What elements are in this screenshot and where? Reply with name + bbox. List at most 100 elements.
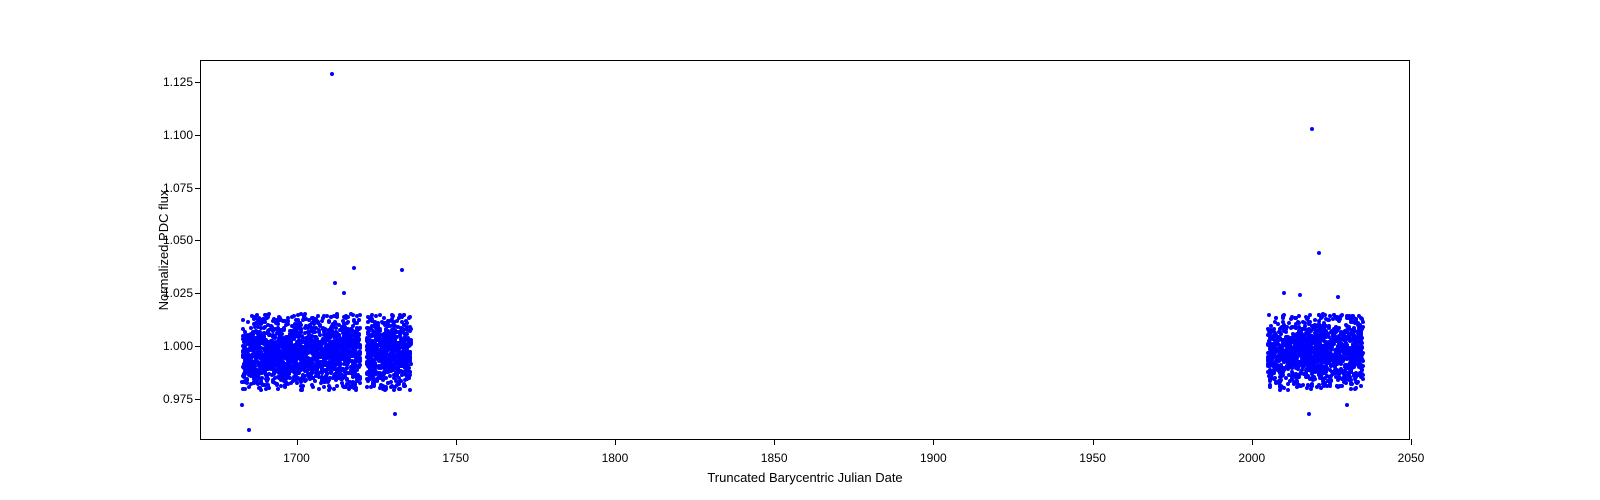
data-point (390, 313, 394, 317)
data-point (1336, 385, 1340, 389)
data-point (405, 376, 409, 380)
data-point-outlier (1307, 412, 1311, 416)
data-point (390, 358, 394, 362)
data-point (311, 348, 315, 352)
data-point (321, 337, 325, 341)
x-tick (1411, 439, 1412, 445)
data-point (1281, 316, 1285, 320)
data-point (285, 370, 289, 374)
data-point (380, 341, 384, 345)
data-point (1359, 384, 1363, 388)
data-point (304, 378, 308, 382)
data-point (1315, 385, 1319, 389)
data-point (1353, 361, 1357, 365)
data-point (375, 378, 379, 382)
data-point (278, 363, 282, 367)
data-point (348, 380, 352, 384)
data-point (358, 381, 362, 385)
data-point (384, 342, 388, 346)
data-point (1309, 387, 1313, 391)
data-point (390, 348, 394, 352)
data-point (337, 341, 341, 345)
data-point (1351, 315, 1355, 319)
data-point (261, 358, 265, 362)
data-point (1336, 327, 1340, 331)
data-point (392, 376, 396, 380)
data-point (1350, 382, 1354, 386)
data-point (319, 381, 323, 385)
data-point (1317, 359, 1321, 363)
data-point (259, 321, 263, 325)
data-point (368, 377, 372, 381)
data-point (261, 341, 265, 345)
data-point (1270, 376, 1274, 380)
data-point (324, 328, 328, 332)
data-point (298, 350, 302, 354)
data-point (1304, 371, 1308, 375)
x-tick-label: 1700 (283, 451, 310, 465)
data-point (291, 333, 295, 337)
data-point (1319, 316, 1323, 320)
y-tick-label: 1.075 (151, 181, 193, 195)
data-point (283, 363, 287, 367)
data-point (388, 374, 392, 378)
data-point (1294, 334, 1298, 338)
data-point (1314, 335, 1318, 339)
data-point (283, 356, 287, 360)
data-point (1292, 358, 1296, 362)
data-point (346, 341, 350, 345)
data-point (367, 355, 371, 359)
data-point (1294, 374, 1298, 378)
data-point (382, 361, 386, 365)
data-point (290, 324, 294, 328)
x-tick (933, 439, 934, 445)
data-point (1290, 336, 1294, 340)
data-point (1300, 353, 1304, 357)
data-point (408, 388, 412, 392)
data-point (1284, 352, 1288, 356)
data-point (1281, 373, 1285, 377)
data-point (271, 343, 275, 347)
data-point (371, 358, 375, 362)
data-point (320, 360, 324, 364)
data-point (1301, 343, 1305, 347)
data-point (315, 361, 319, 365)
data-point (351, 373, 355, 377)
data-point (398, 387, 402, 391)
data-point (283, 384, 287, 388)
data-point (1344, 341, 1348, 345)
data-point (260, 376, 264, 380)
data-point (404, 343, 408, 347)
y-tick-label: 1.025 (151, 286, 193, 300)
data-point (1355, 339, 1359, 343)
data-point (1354, 356, 1358, 360)
data-point (387, 319, 391, 323)
data-point-outlier (1317, 251, 1321, 255)
data-point (258, 386, 262, 390)
data-point (1320, 352, 1324, 356)
data-point (255, 351, 259, 355)
data-point-outlier (342, 291, 346, 295)
data-point (296, 313, 300, 317)
data-point (1329, 352, 1333, 356)
data-point (389, 337, 393, 341)
data-point (367, 347, 371, 351)
data-point (375, 337, 379, 341)
data-point (242, 340, 246, 344)
data-point (1353, 387, 1357, 391)
data-point (247, 341, 251, 345)
data-point (298, 321, 302, 325)
data-point (302, 374, 306, 378)
data-point (1270, 359, 1274, 363)
data-point (367, 327, 371, 331)
data-point (245, 352, 249, 356)
x-tick-label: 1850 (761, 451, 788, 465)
data-point (393, 340, 397, 344)
data-point (402, 313, 406, 317)
data-point (1267, 313, 1271, 317)
data-point (1295, 379, 1299, 383)
data-point (241, 365, 245, 369)
data-point (357, 332, 361, 336)
data-point (358, 359, 362, 363)
data-point (256, 368, 260, 372)
